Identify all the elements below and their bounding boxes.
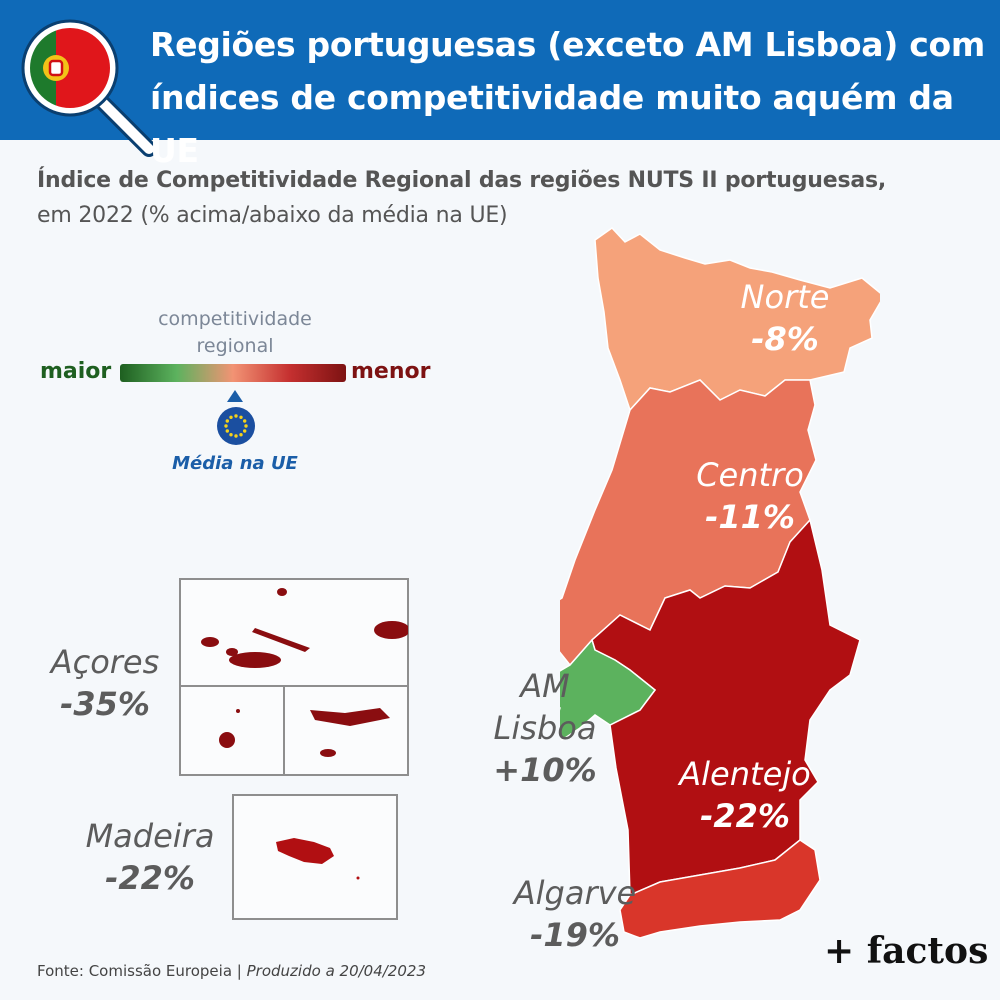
label-alentejo: Alentejo -22%: [660, 753, 830, 837]
header-banner: [0, 0, 1000, 140]
magnifier-portugal-flag-icon: [21, 19, 157, 157]
page-title: Regiões portuguesas (exceto AM Lisboa) c…: [150, 18, 990, 177]
eu-average-label: Média na UE: [172, 453, 298, 474]
label-algarve-name: Algarve: [513, 874, 637, 912]
label-norte: Norte -8%: [710, 276, 860, 360]
source-text: Fonte: Comissão Europeia: [37, 962, 233, 980]
brand-logo: + factos: [824, 930, 989, 972]
label-am-lisboa: AM Lisboa +10%: [470, 665, 620, 791]
label-madeira: Madeira -22%: [70, 815, 230, 899]
portugal-mainland-map: [560, 227, 880, 939]
label-acores-name: Açores: [50, 643, 160, 681]
subtitle-bold: Índice de Competitividade Regional das r…: [37, 168, 887, 193]
subtitle-normal: em 2022 (% acima/abaixo da média na UE): [37, 203, 508, 228]
label-algarve-value: -19%: [530, 916, 620, 954]
label-centro-value: -11%: [705, 498, 795, 536]
legend-title-line-1: competitividade: [158, 308, 312, 330]
label-acores: Açores -35%: [30, 641, 180, 725]
label-centro: Centro -11%: [670, 454, 830, 538]
label-alentejo-name: Alentejo: [679, 755, 811, 793]
label-am-lisboa-value: +10%: [493, 751, 597, 789]
inset-divider: [283, 686, 285, 776]
azores-islands-map: [201, 588, 408, 757]
region-am-lisboa: [560, 638, 657, 742]
label-madeira-value: -22%: [105, 859, 195, 897]
inset-divider: [180, 685, 408, 687]
legend-gradient-bar: [120, 364, 346, 382]
title-line-2: índices de competitividade muito aquém d…: [150, 78, 954, 170]
subtitle: Índice de Competitividade Regional das r…: [37, 163, 937, 233]
azores-inset-frame: [179, 578, 409, 776]
region-algarve: [619, 839, 821, 939]
legend-title: competitividade regional: [120, 306, 350, 360]
produced-date: Produzido a 20/04/2023: [246, 962, 426, 980]
madeira-island-map: [276, 838, 360, 880]
label-am-lisboa-line1: AM: [520, 667, 570, 705]
legend-left-label: maior: [40, 359, 112, 384]
source-note: Fonte: Comissão Europeia | Produzido a 2…: [37, 962, 426, 980]
label-acores-value: -35%: [60, 685, 150, 723]
label-norte-value: -8%: [751, 320, 819, 358]
title-line-1: Regiões portuguesas (exceto AM Lisboa) c…: [150, 25, 985, 64]
label-centro-name: Centro: [696, 456, 804, 494]
label-algarve: Algarve -19%: [495, 872, 655, 956]
eu-flag-circle-icon: [217, 407, 255, 445]
label-am-lisboa-line2: Lisboa: [493, 709, 597, 747]
legend-title-line-2: regional: [196, 335, 274, 357]
source-separator: |: [236, 962, 242, 980]
label-norte-name: Norte: [740, 278, 830, 316]
label-alentejo-value: -22%: [700, 797, 790, 835]
legend-right-label: menor: [351, 359, 431, 384]
triangle-up-icon: [227, 390, 243, 402]
label-madeira-name: Madeira: [85, 817, 215, 855]
